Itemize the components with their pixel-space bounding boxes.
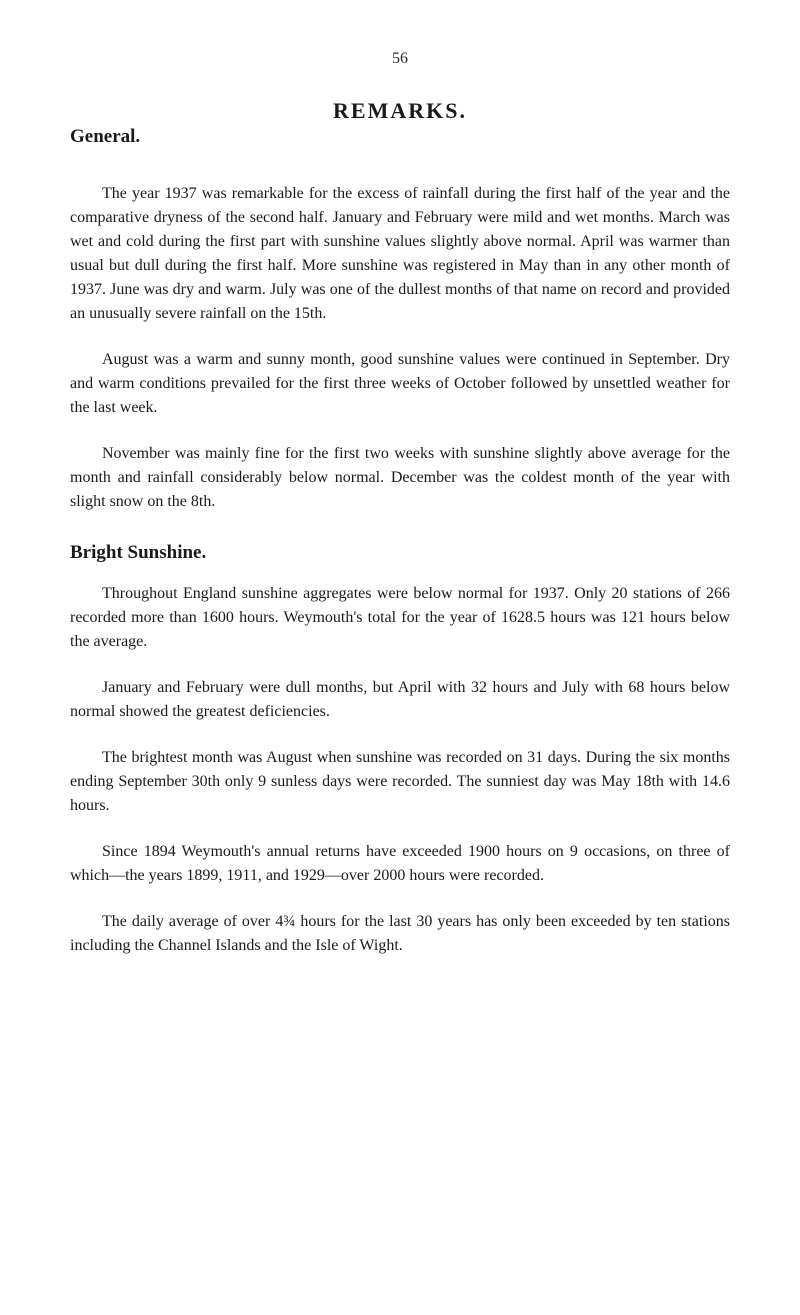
sunshine-paragraph-4: Since 1894 Weymouth's annual returns hav… <box>70 840 730 888</box>
general-paragraph-1: The year 1937 was remarkable for the exc… <box>70 182 730 326</box>
general-heading: General. <box>70 126 140 148</box>
sunshine-paragraph-3: The brightest month was August when suns… <box>70 746 730 818</box>
general-paragraph-2: August was a warm and sunny month, good … <box>70 348 730 420</box>
header-section: REMARKS. General. <box>70 98 730 124</box>
sunshine-paragraph-1: Throughout England sunshine aggregates w… <box>70 582 730 654</box>
page-number: 56 <box>70 50 730 68</box>
page-title: REMARKS. <box>70 98 730 124</box>
sunshine-heading: Bright Sunshine. <box>70 542 730 564</box>
general-paragraph-3: November was mainly fine for the first t… <box>70 442 730 514</box>
sunshine-paragraph-2: January and February were dull months, b… <box>70 676 730 724</box>
sunshine-paragraph-5: The daily average of over 4¾ hours for t… <box>70 910 730 958</box>
